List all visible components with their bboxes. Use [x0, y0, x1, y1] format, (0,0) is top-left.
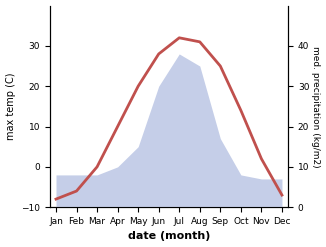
- X-axis label: date (month): date (month): [128, 231, 210, 242]
- Y-axis label: med. precipitation (kg/m2): med. precipitation (kg/m2): [311, 45, 320, 167]
- Y-axis label: max temp (C): max temp (C): [6, 73, 16, 140]
